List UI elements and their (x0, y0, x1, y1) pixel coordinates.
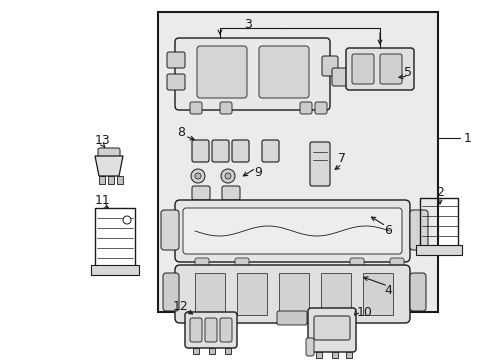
FancyBboxPatch shape (346, 48, 413, 90)
FancyBboxPatch shape (184, 312, 237, 348)
FancyBboxPatch shape (231, 140, 248, 162)
FancyBboxPatch shape (379, 54, 401, 84)
Bar (419, 198, 457, 253)
FancyBboxPatch shape (220, 102, 231, 114)
FancyBboxPatch shape (309, 142, 329, 186)
Text: 7: 7 (337, 152, 346, 165)
FancyBboxPatch shape (349, 258, 363, 268)
Bar (91, 265, 139, 275)
Circle shape (195, 173, 201, 179)
Bar (193, 348, 199, 354)
Text: 13: 13 (95, 134, 111, 147)
FancyBboxPatch shape (299, 102, 311, 114)
Bar (208, 348, 215, 354)
FancyBboxPatch shape (262, 140, 279, 162)
FancyBboxPatch shape (167, 52, 184, 68)
Circle shape (191, 169, 204, 183)
Bar (108, 176, 114, 184)
FancyBboxPatch shape (321, 56, 337, 76)
FancyBboxPatch shape (192, 186, 209, 200)
Text: 5: 5 (403, 66, 411, 78)
FancyBboxPatch shape (276, 311, 306, 325)
FancyBboxPatch shape (175, 200, 409, 262)
FancyBboxPatch shape (192, 140, 208, 162)
FancyBboxPatch shape (204, 318, 217, 342)
FancyBboxPatch shape (220, 318, 231, 342)
FancyBboxPatch shape (183, 208, 401, 254)
Text: 9: 9 (254, 166, 262, 179)
Bar (415, 245, 461, 255)
Circle shape (123, 216, 131, 224)
Circle shape (221, 169, 235, 183)
Bar (158, 12, 437, 312)
FancyBboxPatch shape (305, 338, 313, 356)
Bar (224, 348, 230, 354)
FancyBboxPatch shape (409, 210, 427, 250)
Text: 1: 1 (463, 131, 471, 144)
FancyBboxPatch shape (197, 46, 246, 98)
Bar (99, 176, 105, 184)
FancyBboxPatch shape (167, 74, 184, 90)
FancyBboxPatch shape (331, 68, 349, 86)
FancyBboxPatch shape (161, 210, 179, 250)
FancyBboxPatch shape (175, 265, 409, 323)
Bar (346, 352, 351, 358)
FancyBboxPatch shape (190, 318, 202, 342)
FancyBboxPatch shape (163, 273, 179, 311)
FancyBboxPatch shape (212, 140, 228, 162)
Text: 12: 12 (173, 300, 188, 312)
FancyBboxPatch shape (409, 273, 425, 311)
FancyBboxPatch shape (259, 46, 308, 98)
FancyBboxPatch shape (351, 54, 373, 84)
FancyBboxPatch shape (190, 102, 202, 114)
FancyBboxPatch shape (195, 258, 208, 268)
Text: 10: 10 (356, 306, 372, 319)
Text: 11: 11 (95, 194, 111, 207)
Circle shape (224, 173, 230, 179)
Bar (362, 273, 392, 315)
Bar (117, 176, 123, 184)
FancyBboxPatch shape (235, 258, 248, 268)
FancyBboxPatch shape (175, 38, 329, 110)
Text: 6: 6 (383, 224, 391, 237)
FancyBboxPatch shape (314, 102, 326, 114)
Text: 2: 2 (435, 185, 443, 198)
Text: 3: 3 (244, 18, 251, 31)
Bar (195, 273, 224, 315)
Bar (331, 352, 337, 358)
FancyBboxPatch shape (98, 148, 120, 158)
FancyBboxPatch shape (222, 186, 240, 200)
FancyBboxPatch shape (313, 316, 349, 340)
Bar (320, 273, 350, 315)
Bar (279, 273, 308, 315)
Bar (95, 208, 135, 273)
Bar (237, 273, 266, 315)
Bar (315, 352, 321, 358)
FancyBboxPatch shape (389, 258, 403, 268)
FancyBboxPatch shape (307, 308, 355, 352)
Text: 4: 4 (383, 284, 391, 297)
Polygon shape (95, 156, 123, 176)
Text: 8: 8 (177, 126, 184, 139)
